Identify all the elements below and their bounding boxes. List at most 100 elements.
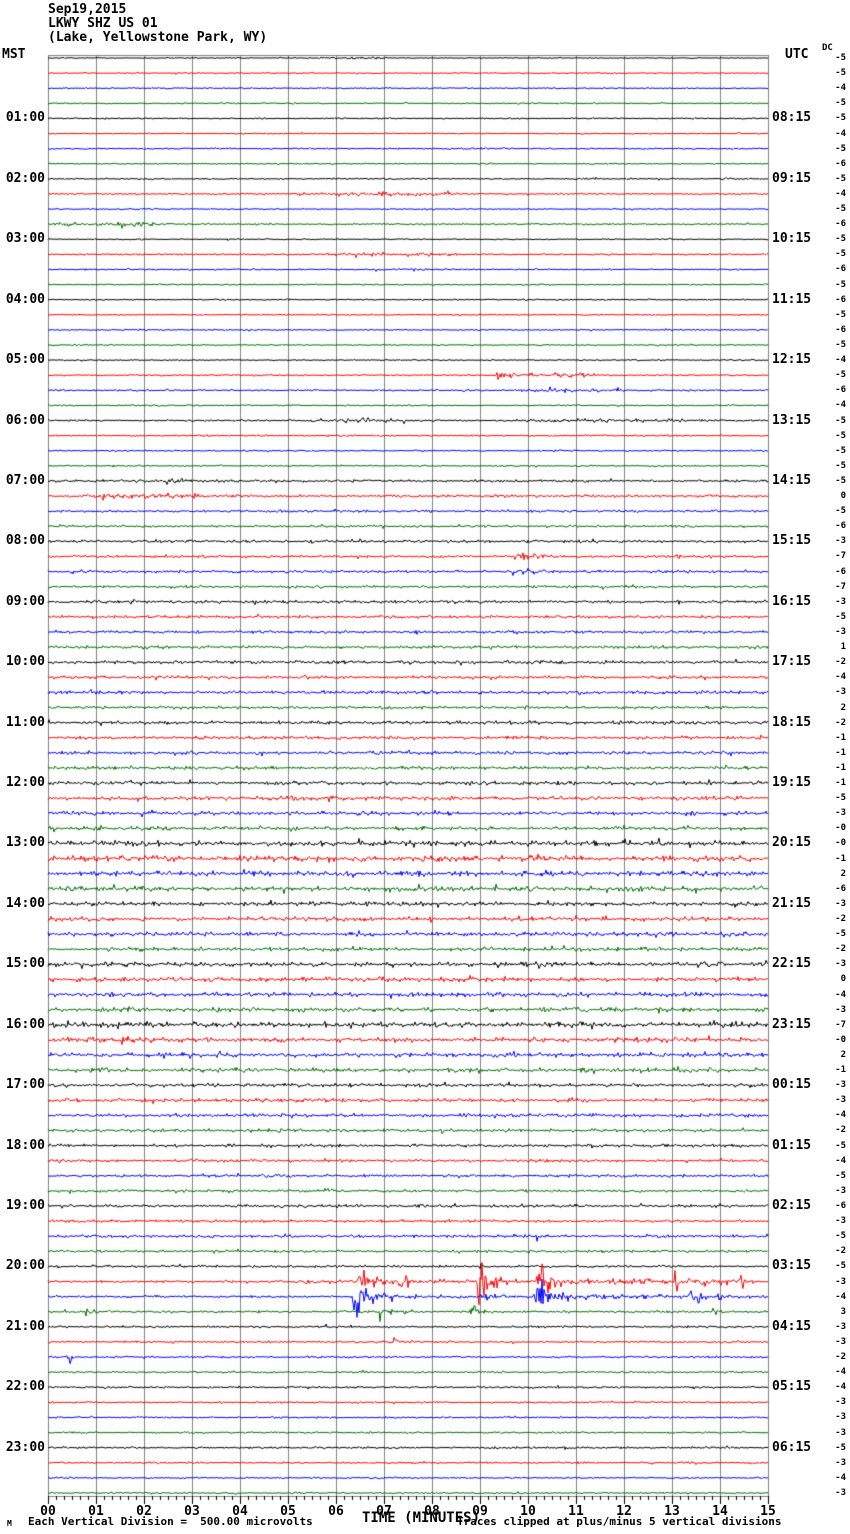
dc-offset-value: -6 — [835, 1201, 846, 1211]
utc-label: 02:15 — [772, 1198, 812, 1213]
dc-offset-value: -3 — [835, 1277, 846, 1287]
dc-offset-value: -5 — [835, 310, 846, 320]
dc-offset-value: -6 — [835, 385, 846, 395]
dc-offset-value: -5 — [835, 98, 846, 108]
dc-offset-value: -5 — [835, 431, 846, 441]
dc-offset-value: -6 — [835, 521, 846, 531]
dc-offset-value: -2 — [835, 718, 846, 728]
dc-offset-value: -7 — [835, 551, 846, 561]
dc-offset-value: -2 — [835, 1352, 846, 1362]
dc-offset-value: -6 — [835, 159, 846, 169]
utc-label: 18:15 — [772, 715, 812, 730]
dc-offset-value: -5 — [835, 1141, 846, 1151]
dc-offset-value: -2 — [835, 1125, 846, 1135]
mst-label: 01:00 — [5, 110, 45, 125]
dc-offset-value: 3 — [840, 1307, 846, 1317]
dc-offset-value: -3 — [835, 1186, 846, 1196]
x-tick-label: 00 — [40, 1504, 56, 1519]
dc-offset-value: -7 — [835, 582, 846, 592]
dc-offset-value: -6 — [835, 264, 846, 274]
dc-offset-value: -4 — [835, 1156, 846, 1166]
utc-label: 10:15 — [772, 231, 812, 246]
utc-label: 19:15 — [772, 775, 812, 790]
dc-offset-value: -3 — [835, 1458, 846, 1468]
dc-offset-value: -3 — [835, 808, 846, 818]
mst-label: 08:00 — [5, 533, 45, 548]
dc-offset-value: -4 — [835, 990, 846, 1000]
dc-offset-value: -5 — [835, 1443, 846, 1453]
utc-label: 09:15 — [772, 171, 812, 186]
utc-label: 16:15 — [772, 594, 812, 609]
x-tick-label: 07 — [376, 1504, 392, 1519]
dc-offset-value: -3 — [835, 1428, 846, 1438]
utc-label: 15:15 — [772, 533, 812, 548]
utc-label: 03:15 — [772, 1258, 812, 1273]
mst-label: 07:00 — [5, 473, 45, 488]
x-tick-label: 09 — [472, 1504, 488, 1519]
dc-offset-value: -0 — [835, 838, 846, 848]
dc-offset-value: -5 — [835, 144, 846, 154]
dc-offset-value: -3 — [835, 1337, 846, 1347]
dc-offset-value: -2 — [835, 1246, 846, 1256]
dc-offset-value: -6 — [835, 219, 846, 229]
dc-offset-value: -5 — [835, 1231, 846, 1241]
mst-label: 02:00 — [5, 171, 45, 186]
utc-label: 08:15 — [772, 110, 812, 125]
dc-offset-value: 2 — [840, 869, 846, 879]
utc-label: 00:15 — [772, 1077, 812, 1092]
utc-axis-header: UTC — [785, 47, 809, 62]
mst-label: 18:00 — [5, 1138, 45, 1153]
mst-label: 03:00 — [5, 231, 45, 246]
dc-offset-value: -3 — [835, 1397, 846, 1407]
mst-label: 17:00 — [5, 1077, 45, 1092]
dc-offset-value: -1 — [835, 763, 846, 773]
dc-offset-value: -5 — [835, 280, 846, 290]
dc-offset-value: -3 — [835, 687, 846, 697]
dc-offset-value: -4 — [835, 1382, 846, 1392]
dc-offset-value: -5 — [835, 204, 846, 214]
x-tick-label: 06 — [328, 1504, 344, 1519]
x-tick-label: 01 — [88, 1504, 104, 1519]
mst-label: 10:00 — [5, 654, 45, 669]
dc-offset-value: -3 — [835, 1005, 846, 1015]
x-tick-label: 13 — [664, 1504, 680, 1519]
dc-offset-value: -2 — [835, 944, 846, 954]
dc-offset-value: 2 — [840, 1050, 846, 1060]
scale-note: Each Vertical Division = 500.00 microvol… — [28, 1515, 313, 1528]
dc-offset-value: 2 — [840, 703, 846, 713]
mst-label: 16:00 — [5, 1017, 45, 1032]
utc-label: 22:15 — [772, 956, 812, 971]
utc-label: 04:15 — [772, 1319, 812, 1334]
utc-label: 21:15 — [772, 896, 812, 911]
x-tick-label: 02 — [136, 1504, 152, 1519]
dc-offset-value: -6 — [835, 325, 846, 335]
utc-label: 11:15 — [772, 292, 812, 307]
dc-offset-value: -4 — [835, 1110, 846, 1120]
dc-offset-value: -5 — [835, 416, 846, 426]
mst-label: 15:00 — [5, 956, 45, 971]
dc-offset-value: -3 — [835, 1216, 846, 1226]
x-tick-label: 11 — [568, 1504, 584, 1519]
dc-offset-value: -3 — [835, 1095, 846, 1105]
mst-label: 04:00 — [5, 292, 45, 307]
mst-label: 11:00 — [5, 715, 45, 730]
utc-label: 23:15 — [772, 1017, 812, 1032]
dc-offset-value: -4 — [835, 672, 846, 682]
location-label: (Lake, Yellowstone Park, WY) — [48, 30, 268, 45]
dc-offset-value: -3 — [835, 1080, 846, 1090]
x-tick-label: 04 — [232, 1504, 248, 1519]
dc-offset-value: -7 — [835, 1020, 846, 1030]
dc-offset-value: -1 — [835, 733, 846, 743]
clip-note: Traces clipped at plus/minus 5 vertical … — [457, 1515, 782, 1528]
mst-label: 13:00 — [5, 835, 45, 850]
dc-offset-value: -5 — [835, 370, 846, 380]
dc-offset-value: -5 — [835, 53, 846, 63]
dc-offset-value: -5 — [835, 174, 846, 184]
mst-label: 12:00 — [5, 775, 45, 790]
dc-offset-value: -3 — [835, 597, 846, 607]
mst-label: 22:00 — [5, 1379, 45, 1394]
dc-offset-value: -4 — [835, 1292, 846, 1302]
mst-label: 06:00 — [5, 413, 45, 428]
